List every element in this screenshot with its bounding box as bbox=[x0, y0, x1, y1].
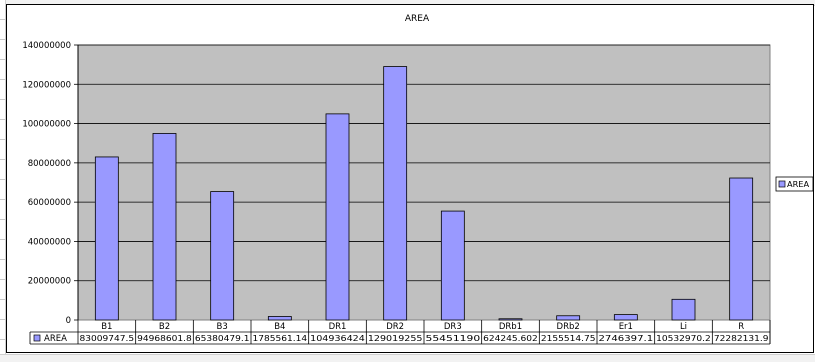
y-tick-label: 140000000 bbox=[22, 41, 71, 51]
data-value-label: 2746397.1 bbox=[599, 333, 654, 343]
chart-title: AREA bbox=[405, 14, 430, 24]
x-category-label: DR1 bbox=[329, 322, 347, 332]
x-category-label: B4 bbox=[274, 322, 285, 332]
legend-box bbox=[775, 176, 814, 192]
plot-background bbox=[77, 44, 771, 321]
x-category-label: Li bbox=[680, 322, 687, 332]
bar-DR3 bbox=[440, 210, 465, 321]
bar-DRb2 bbox=[556, 315, 581, 321]
x-category-label: DR2 bbox=[386, 322, 404, 332]
data-value-label: 129019255 bbox=[368, 333, 423, 343]
data-value-label: 65380479.1 bbox=[195, 333, 250, 343]
bar-Er1 bbox=[613, 314, 638, 321]
y-tick-label: 60000000 bbox=[28, 198, 71, 208]
bar-Li bbox=[671, 298, 696, 321]
data-value-label: 624245.602 bbox=[483, 333, 538, 343]
data-value-label: 104936424 bbox=[310, 333, 365, 343]
bar-B3 bbox=[210, 191, 235, 321]
sheet-footer-strip bbox=[0, 354, 815, 362]
bar-R bbox=[729, 177, 754, 321]
table-series-key bbox=[33, 334, 41, 342]
legend-swatch bbox=[778, 180, 786, 188]
table-series-name: AREA bbox=[44, 334, 67, 344]
bar-DRb1 bbox=[498, 318, 523, 321]
y-tick-label: 120000000 bbox=[22, 80, 71, 90]
x-category-label: B1 bbox=[101, 322, 112, 332]
bar-B1 bbox=[94, 156, 119, 321]
bar-DR1 bbox=[325, 113, 350, 321]
data-value-label: 10532970.2 bbox=[656, 333, 711, 343]
x-category-label: DRb1 bbox=[499, 322, 522, 332]
data-value-label: 72282131.9 bbox=[714, 333, 769, 343]
x-category-label: B3 bbox=[217, 322, 228, 332]
sheet-row-strip bbox=[0, 0, 6, 361]
data-value-label: 1785561.14 bbox=[253, 333, 308, 343]
x-category-label: DRb2 bbox=[557, 322, 580, 332]
y-tick-label: 80000000 bbox=[28, 159, 71, 169]
y-tick-label: 100000000 bbox=[22, 120, 71, 130]
x-category-label: DR3 bbox=[444, 322, 462, 332]
y-axis: 0 20000000 40000000 60000000 80000000 1000000… bbox=[22, 41, 79, 326]
data-value-label: 83009747.5 bbox=[80, 333, 135, 343]
legend-label: AREA bbox=[787, 179, 809, 189]
x-category-label: Er1 bbox=[619, 322, 633, 332]
y-tick-label: 20000000 bbox=[28, 277, 71, 287]
y-tick-label: 0 bbox=[66, 316, 71, 326]
bar-B2 bbox=[152, 133, 177, 321]
y-tick-label: 40000000 bbox=[28, 237, 71, 247]
data-value-label: 55451190 bbox=[426, 333, 481, 343]
bar-B4 bbox=[267, 316, 292, 321]
x-category-label: B2 bbox=[159, 322, 170, 332]
plot-area bbox=[77, 44, 771, 321]
x-category-label: R bbox=[738, 322, 744, 332]
legend: AREA bbox=[775, 176, 814, 192]
data-value-label: 2155514.75 bbox=[541, 333, 596, 343]
data-value-label: 94968601.8 bbox=[137, 333, 192, 343]
bar-DR2 bbox=[383, 66, 408, 321]
